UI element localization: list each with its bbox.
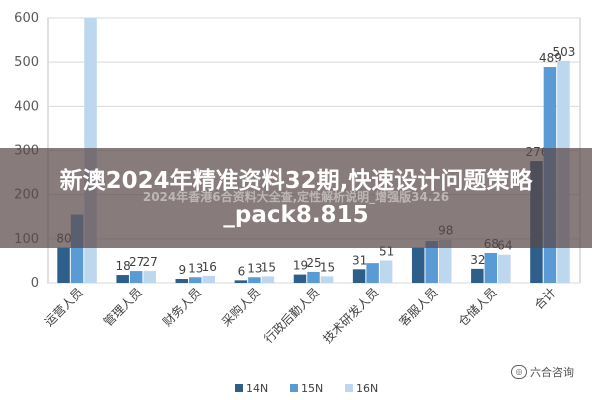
y-tick-label: 0 [31,276,39,291]
watermark: ◎ 六合咨询 [511,364,574,380]
bar-14N-3 [234,280,248,283]
x-category-label: 财务人员 [159,285,204,330]
x-category-label: 行政后勤人员 [261,285,322,346]
data-label: 503 [552,45,575,59]
bar-14N-2 [175,279,189,283]
data-label: 19 [293,259,308,273]
y-tick-label: 500 [14,55,39,70]
legend-swatch-15N [290,384,298,392]
bar-15N-4 [307,271,320,283]
x-category-label: 合计 [531,285,559,313]
banner-subtitle: 2024年香港6合资料大全查,定性解析说明_增强版34.26 [142,190,450,204]
bar-15N-6 [425,241,438,283]
data-label: 16 [202,260,217,274]
data-label: 18 [116,259,131,273]
bar-16N-5 [379,260,393,283]
bar-16N-2 [202,275,216,283]
y-tick-label: 400 [14,99,39,114]
x-category-label: 运营人员 [42,285,86,329]
bar-14N-5 [352,269,366,283]
data-label: 31 [352,253,367,267]
data-label: 13 [247,261,262,275]
data-label: 489 [539,51,562,65]
bar-14N-6 [411,247,425,283]
banner-overlay [0,148,592,248]
data-label: 15 [320,260,335,274]
x-category-label: 管理人员 [100,285,145,330]
data-label: 25 [306,256,321,270]
bar-16N-7 [498,254,511,283]
x-category-label: 客服人员 [396,285,441,330]
data-label: 32 [470,253,485,267]
legend-swatch-16N [345,384,353,392]
legend-swatch-14N [235,384,243,392]
legend-label: 16N [356,382,378,395]
bar-14N-4 [293,274,307,283]
data-label: 27 [143,255,158,269]
x-category-label: 采购人员 [218,285,263,330]
bar-14N-0 [57,247,70,283]
bar-16N-3 [261,276,275,283]
bar-15N-3 [248,277,261,283]
bar-15N-5 [366,263,379,283]
legend-label: 14N [246,382,268,395]
bar-15N-7 [484,252,498,283]
data-label: 6 [238,264,246,278]
data-label: 13 [188,261,203,275]
watermark-text: 六合咨询 [530,366,574,379]
bar-15N-2 [189,277,202,283]
bar-14N-7 [471,268,484,283]
bar-15N-1 [129,271,143,283]
data-label: 27 [129,255,144,269]
bar-16N-1 [143,271,156,283]
bar-16N-4 [320,276,334,283]
x-category-label: 仓储人员 [455,285,500,330]
wechat-icon: ◎ [511,365,527,379]
bar-14N-1 [116,275,129,283]
x-category-label: 技术研发人员 [320,285,382,347]
y-tick-label: 600 [14,11,39,26]
bar-16N-6 [438,239,452,283]
banner-title: 新澳2024年精准资料32期,快速设计问题策略_pack8.815 [59,168,533,228]
data-label: 9 [178,263,186,277]
legend-label: 15N [301,382,323,395]
data-label: 15 [261,260,276,274]
